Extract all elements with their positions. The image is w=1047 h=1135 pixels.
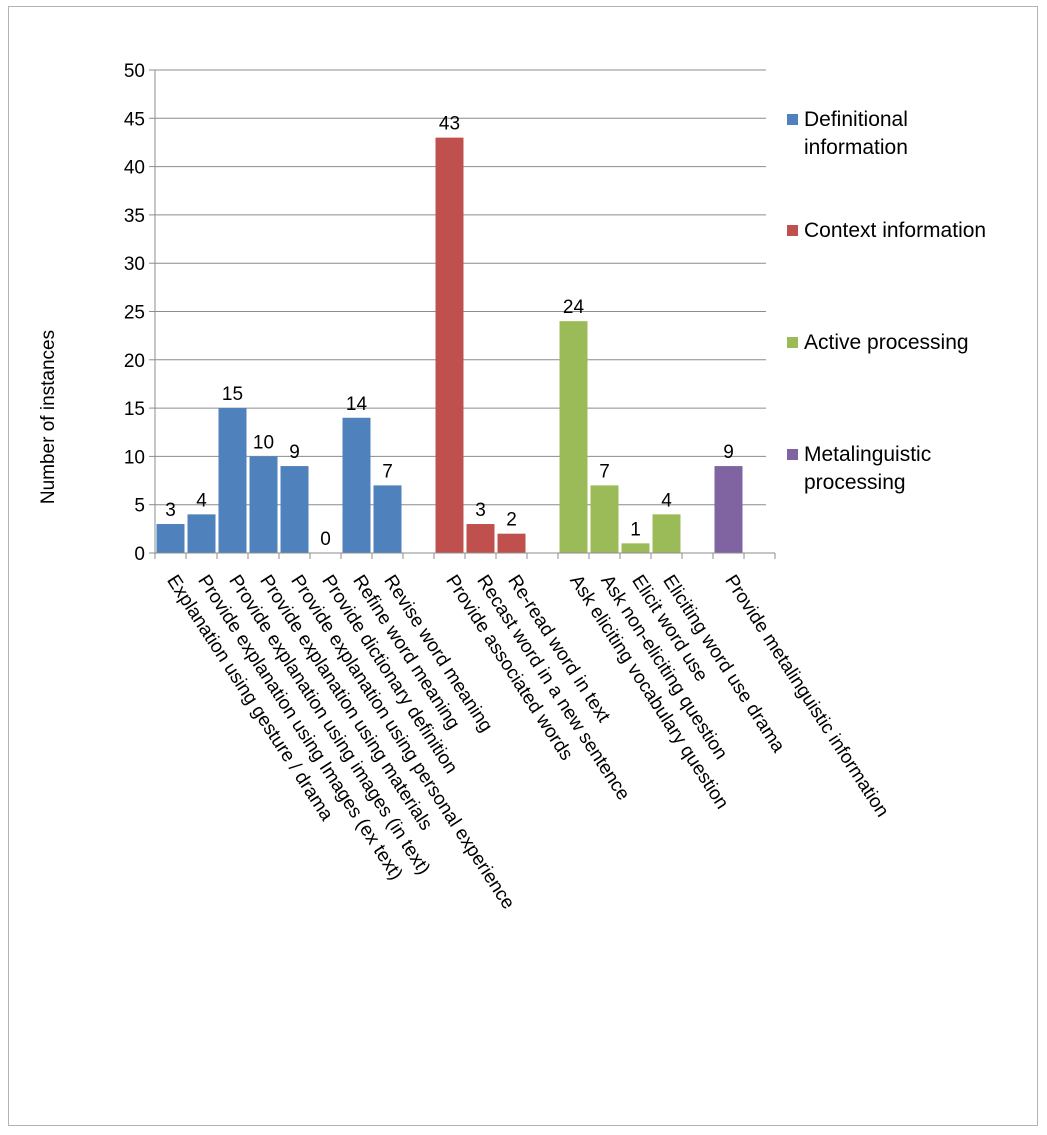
legend-label: information [804,136,908,159]
data-label: 3 [475,500,486,521]
data-label: 1 [630,519,641,540]
legend-item: Context information [787,219,986,242]
bar [559,321,588,553]
legend-label: Definitional [804,108,908,131]
data-label: 3 [165,500,176,521]
bar [497,533,526,553]
axes [149,69,776,559]
data-label: 9 [723,442,734,463]
legend-label: Metalinguistic [804,443,931,466]
legend-label: Context information [804,219,986,242]
data-label: 9 [289,442,300,463]
bar [187,514,216,553]
x-tick-label: Recast word in a new sentence [472,571,633,804]
data-label: 10 [253,432,274,453]
data-label: 7 [599,461,610,482]
y-tick-label: 45 [124,109,145,130]
legend-item: Definitional information [787,108,908,159]
data-label: 24 [563,297,585,318]
legend-item: Metalinguistic processing [787,443,931,494]
legend-label: Active processing [804,331,969,354]
bar [218,408,247,553]
bar [435,137,464,553]
bars [156,137,743,553]
legend-swatch [787,449,798,460]
chart-frame: 3 4 15 10 9 0 14 7 43 3 2 24 7 1 4 9 0 5 10 15 20 25 30 35 40 45… [8,6,1038,1126]
bar [156,524,185,553]
data-label: 43 [439,114,460,135]
y-tick-label: 15 [124,399,145,420]
bar [714,466,743,553]
data-label: 15 [222,384,243,405]
bar [373,485,402,553]
bar [466,524,495,553]
y-axis-label: Number of instances [38,330,59,504]
data-label: 14 [346,394,368,415]
data-label: 7 [382,461,393,482]
y-tick-label: 30 [124,254,145,275]
y-tick-label: 25 [124,303,145,324]
bar [280,466,309,553]
y-tick-label: 5 [134,496,145,517]
legend-swatch [787,337,798,348]
y-tick-label: 20 [124,351,145,372]
legend-swatch [787,114,798,125]
data-label: 2 [506,510,517,531]
bar [621,543,650,553]
legend: Definitional information Context informati… [787,108,986,494]
y-tick-label: 35 [124,206,145,227]
y-tick-label: 0 [134,544,145,565]
data-label: 0 [320,529,331,550]
legend-label: processing [804,471,906,494]
bar [590,485,619,553]
y-tick-label: 50 [124,61,145,82]
data-label: 4 [196,490,207,511]
bar [342,417,371,553]
y-tick-label: 40 [124,158,145,179]
bar [652,514,681,553]
bar [249,456,278,553]
legend-swatch [787,225,798,236]
data-label: 4 [661,490,672,511]
legend-item: Active processing [787,331,969,354]
y-tick-label: 10 [124,447,145,468]
